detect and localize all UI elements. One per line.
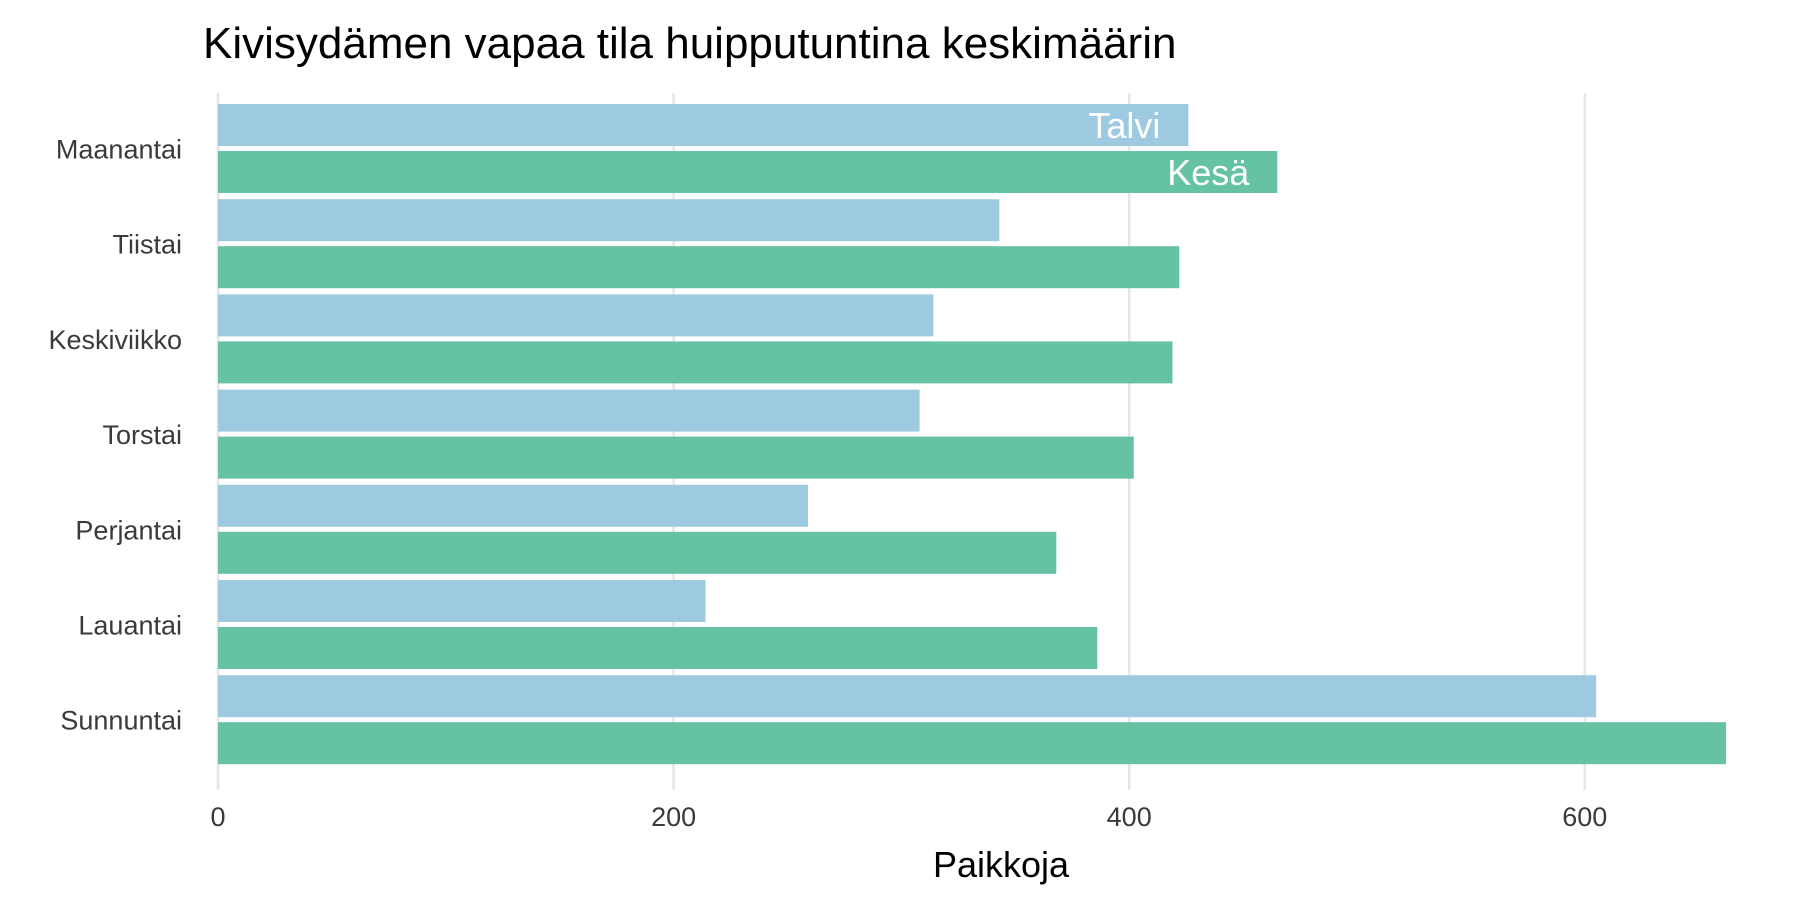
- x-tick-label-600: 600: [1562, 802, 1607, 832]
- bar-kesa-sunnuntai: [218, 722, 1727, 765]
- bar-kesa-lauantai: [218, 627, 1098, 669]
- x-tick-label-0: 0: [210, 802, 225, 832]
- bar-kesa-perjantai: [218, 531, 1057, 574]
- bar-talvi-maanantai: [218, 104, 1189, 146]
- x-axis-label: Paikkoja: [933, 844, 1070, 885]
- series-label-kesa: Kesä: [1167, 152, 1250, 193]
- y-tick-label-perjantai: Perjantai: [75, 515, 182, 545]
- y-tick-label-keskiviikko: Keskiviikko: [48, 325, 182, 355]
- bar-kesa-tiistai: [218, 246, 1180, 289]
- bar-talvi-sunnuntai: [218, 675, 1597, 718]
- chart-title: Kivisydämen vapaa tila huipputuntina kes…: [203, 19, 1176, 68]
- bar-talvi-keskiviikko: [218, 294, 934, 337]
- series-label-talvi: Talvi: [1088, 105, 1160, 146]
- bar-talvi-perjantai: [218, 484, 809, 527]
- x-tick-label-400: 400: [1107, 802, 1152, 832]
- x-tick-label-200: 200: [651, 802, 696, 832]
- y-tick-label-torstai: Torstai: [102, 420, 182, 450]
- y-tick-label-lauantai: Lauantai: [78, 611, 182, 641]
- y-axis-tick-labels: Maanantai Tiistai Keskiviikko Torstai Perjan…: [48, 135, 182, 736]
- y-tick-label-sunnuntai: Sunnuntai: [60, 706, 182, 736]
- bar-kesa-maanantai: [218, 151, 1278, 193]
- bar-kesa-keskiviikko: [218, 341, 1173, 384]
- x-axis-tick-labels: 0 200 400 600: [210, 802, 1607, 832]
- bar-talvi-lauantai: [218, 580, 706, 622]
- y-tick-label-tiistai: Tiistai: [112, 230, 182, 260]
- bar-kesa-torstai: [218, 436, 1134, 479]
- y-tick-label-maanantai: Maanantai: [56, 135, 182, 165]
- bar-talvi-torstai: [218, 389, 920, 432]
- bar-talvi-tiistai: [218, 199, 1000, 242]
